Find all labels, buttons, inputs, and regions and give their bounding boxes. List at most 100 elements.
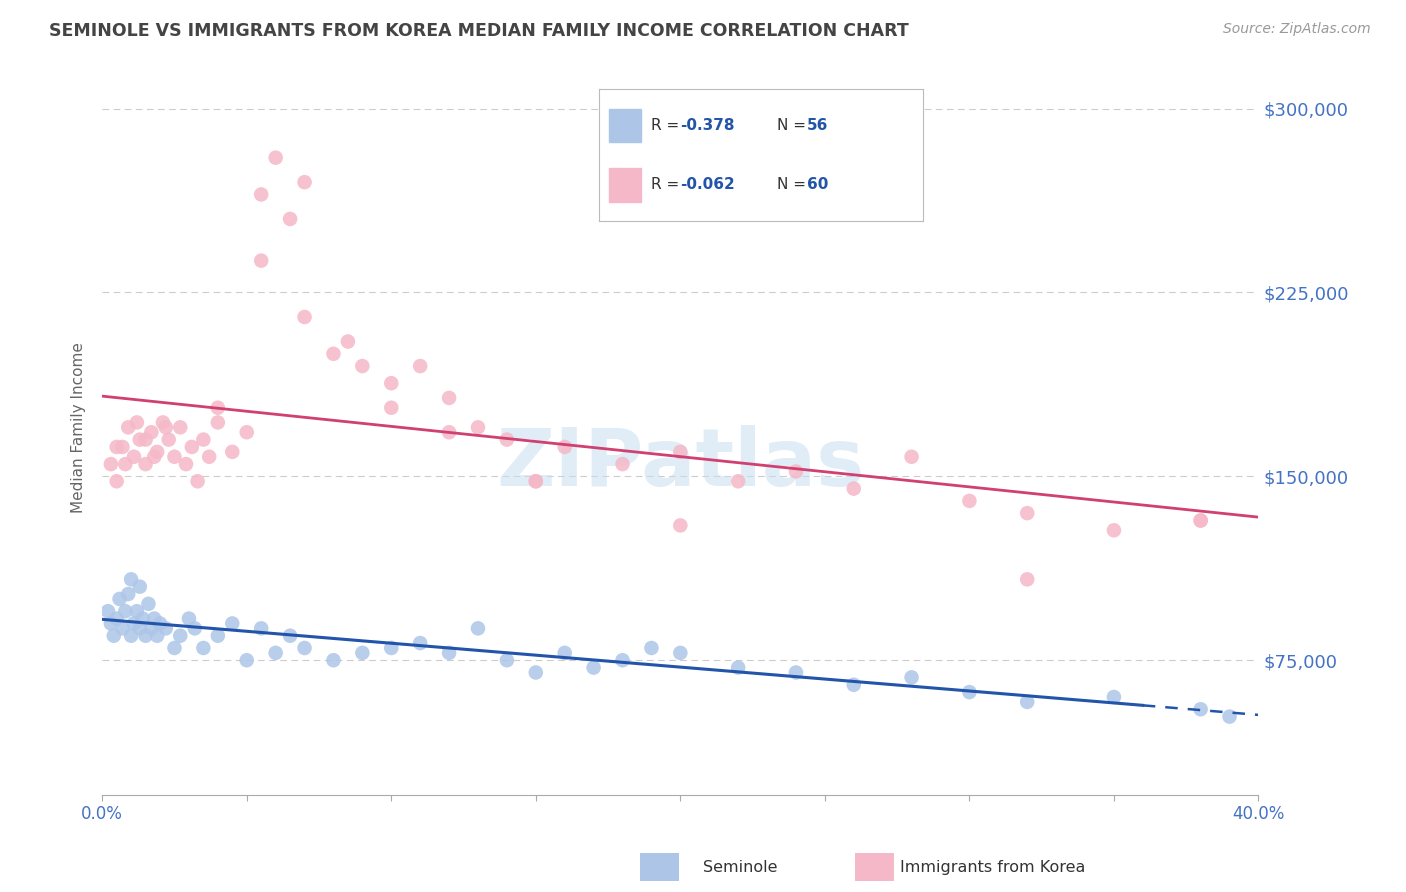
Text: Immigrants from Korea: Immigrants from Korea: [900, 860, 1085, 874]
Point: [157, 433, 180, 447]
Point: [193, 433, 215, 447]
Point: [322, 653, 344, 667]
Point: [235, 425, 257, 440]
Point: [131, 611, 153, 625]
Point: [146, 629, 169, 643]
Point: [207, 401, 229, 415]
Point: [152, 416, 174, 430]
Point: [122, 616, 145, 631]
Point: [640, 640, 662, 655]
Point: [122, 450, 145, 464]
Point: [322, 347, 344, 361]
Point: [105, 475, 128, 489]
Point: [727, 475, 749, 489]
Point: [105, 440, 128, 454]
Point: [1017, 695, 1039, 709]
Point: [183, 621, 205, 635]
Point: [135, 433, 157, 447]
Point: [294, 640, 316, 655]
Point: [467, 420, 489, 434]
Point: [221, 616, 243, 631]
Point: [669, 646, 692, 660]
Text: Seminole: Seminole: [703, 860, 778, 874]
Point: [163, 450, 186, 464]
Point: [235, 653, 257, 667]
Point: [336, 334, 359, 349]
Point: [524, 475, 547, 489]
Point: [437, 425, 460, 440]
Point: [278, 211, 301, 226]
Point: [496, 433, 519, 447]
Point: [380, 376, 402, 391]
Point: [117, 587, 139, 601]
Point: [380, 640, 402, 655]
Point: [128, 621, 150, 635]
Point: [294, 175, 316, 189]
Point: [612, 457, 634, 471]
Point: [169, 629, 191, 643]
Point: [120, 572, 142, 586]
Y-axis label: Median Family Income: Median Family Income: [72, 342, 86, 513]
Point: [180, 440, 202, 454]
Point: [221, 445, 243, 459]
Point: [957, 494, 980, 508]
Point: [250, 253, 273, 268]
Point: [103, 629, 125, 643]
Point: [120, 629, 142, 643]
Point: [128, 433, 150, 447]
Point: [1102, 690, 1125, 704]
Text: SEMINOLE VS IMMIGRANTS FROM KOREA MEDIAN FAMILY INCOME CORRELATION CHART: SEMINOLE VS IMMIGRANTS FROM KOREA MEDIAN…: [49, 22, 908, 40]
Point: [409, 359, 432, 373]
Point: [125, 604, 148, 618]
Point: [1017, 572, 1039, 586]
Point: [149, 616, 172, 631]
Point: [1017, 506, 1039, 520]
Point: [141, 621, 163, 635]
Point: [141, 425, 163, 440]
Point: [97, 604, 120, 618]
Point: [155, 420, 177, 434]
Point: [524, 475, 547, 489]
Point: [193, 640, 215, 655]
Point: [125, 416, 148, 430]
Point: [174, 457, 197, 471]
Text: Source: ZipAtlas.com: Source: ZipAtlas.com: [1223, 22, 1371, 37]
Point: [169, 420, 191, 434]
Point: [138, 597, 160, 611]
Point: [409, 636, 432, 650]
Point: [155, 621, 177, 635]
Point: [111, 621, 134, 635]
Point: [842, 482, 865, 496]
Point: [278, 629, 301, 643]
Point: [900, 450, 922, 464]
Point: [900, 670, 922, 684]
Point: [1219, 709, 1241, 723]
Point: [163, 640, 186, 655]
Point: [669, 518, 692, 533]
Point: [842, 678, 865, 692]
Point: [187, 475, 209, 489]
Point: [352, 646, 374, 660]
Point: [785, 665, 807, 680]
Point: [250, 621, 273, 635]
Point: [612, 653, 634, 667]
Point: [524, 665, 547, 680]
Point: [496, 653, 519, 667]
Point: [437, 391, 460, 405]
Point: [135, 457, 157, 471]
Point: [957, 685, 980, 699]
Point: [117, 420, 139, 434]
Point: [785, 465, 807, 479]
Point: [264, 646, 287, 660]
Point: [111, 440, 134, 454]
Point: [114, 604, 136, 618]
Point: [114, 457, 136, 471]
Point: [100, 457, 122, 471]
Point: [1189, 514, 1212, 528]
Point: [380, 401, 402, 415]
Point: [128, 580, 150, 594]
Point: [108, 591, 131, 606]
Point: [105, 611, 128, 625]
Point: [1189, 514, 1212, 528]
Point: [554, 440, 576, 454]
